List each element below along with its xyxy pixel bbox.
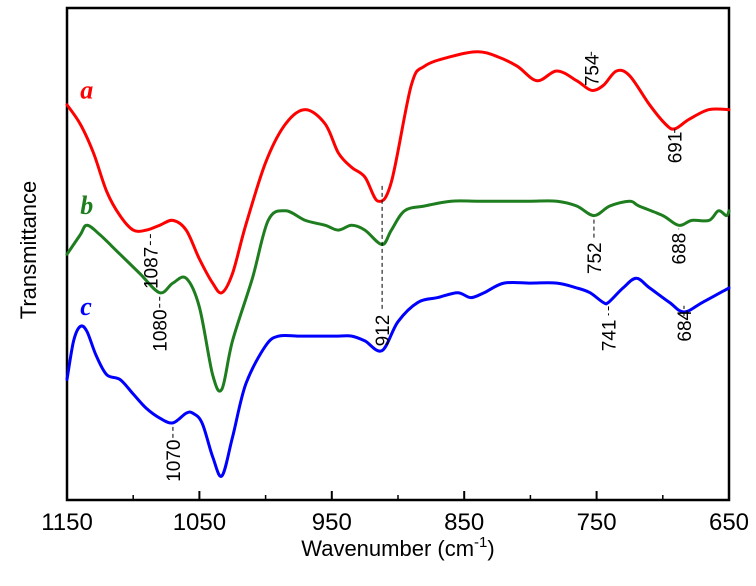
peak-label: 1080 bbox=[151, 309, 172, 351]
series-layer bbox=[65, 50, 731, 478]
series-label-b: b bbox=[80, 191, 93, 220]
series-line-c bbox=[65, 276, 731, 478]
peak-label: 691 bbox=[666, 132, 687, 164]
x-axis-title: Wavenumber (cm-1) bbox=[301, 534, 494, 561]
peak-label: 741 bbox=[600, 320, 621, 352]
x-tick-label: 650 bbox=[709, 509, 749, 536]
x-tick-label: 850 bbox=[444, 509, 484, 536]
series-labels: a b c bbox=[80, 75, 93, 321]
x-axis-ticks: 1150 1050 950 850 750 650 bbox=[41, 491, 749, 536]
x-tick-label: 950 bbox=[312, 509, 352, 536]
peak-label: 688 bbox=[670, 233, 691, 265]
x-axis-title-main: Wavenumber (cm bbox=[301, 536, 474, 561]
x-tick-label: 750 bbox=[577, 509, 617, 536]
x-tick-label: 1050 bbox=[173, 509, 226, 536]
plot-border bbox=[65, 6, 731, 502]
series-line-b bbox=[65, 199, 731, 393]
x-axis-title-end: ) bbox=[487, 536, 494, 561]
peak-label: 1070 bbox=[164, 440, 185, 482]
peak-label: 752 bbox=[585, 242, 606, 274]
series-label-c: c bbox=[80, 292, 92, 321]
x-tick-label: 1150 bbox=[41, 509, 93, 536]
peak-markers: 1087 1080 1070 912 754 752 741 691 688 684 bbox=[141, 50, 696, 482]
y-axis-title: Transmittance bbox=[16, 181, 41, 320]
peak-label: 912 bbox=[373, 315, 394, 347]
plot-frame bbox=[65, 6, 731, 502]
peak-label: 684 bbox=[675, 309, 696, 341]
peak-label: 1087 bbox=[141, 247, 162, 289]
series-line-a bbox=[65, 50, 731, 295]
series-label-a: a bbox=[80, 75, 93, 104]
x-axis-title-sup: -1 bbox=[474, 534, 487, 551]
peak-label: 754 bbox=[582, 54, 603, 86]
